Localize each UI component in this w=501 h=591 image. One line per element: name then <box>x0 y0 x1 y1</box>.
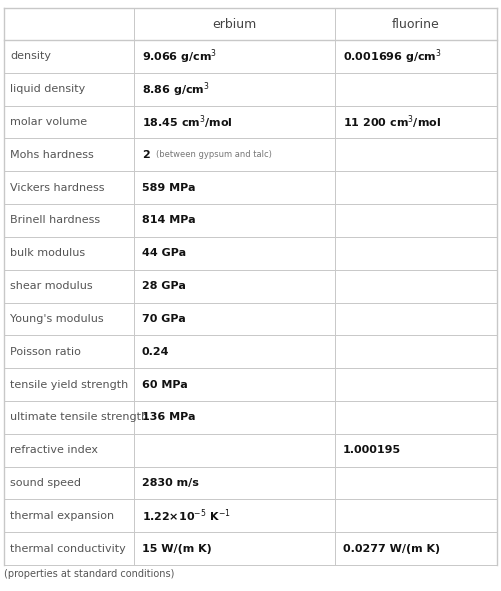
Text: Vickers hardness: Vickers hardness <box>10 183 105 193</box>
Text: 70 GPa: 70 GPa <box>142 314 186 324</box>
Text: liquid density: liquid density <box>10 85 85 94</box>
Text: 0.0277 W/(m K): 0.0277 W/(m K) <box>343 544 440 554</box>
Text: ultimate tensile strength: ultimate tensile strength <box>10 413 148 423</box>
Text: 15 W/(m K): 15 W/(m K) <box>142 544 212 554</box>
Text: 136 MPa: 136 MPa <box>142 413 195 423</box>
Text: 0.24: 0.24 <box>142 347 169 357</box>
Text: Mohs hardness: Mohs hardness <box>10 150 94 160</box>
Text: thermal conductivity: thermal conductivity <box>10 544 126 554</box>
Text: 0.001696 g/cm$^3$: 0.001696 g/cm$^3$ <box>343 47 442 66</box>
Text: (between gypsum and talc): (between gypsum and talc) <box>156 150 272 160</box>
Text: thermal expansion: thermal expansion <box>10 511 114 521</box>
Text: erbium: erbium <box>212 18 257 31</box>
Text: 11 200 cm$^3$/mol: 11 200 cm$^3$/mol <box>343 113 441 131</box>
Text: molar volume: molar volume <box>10 117 87 127</box>
Text: Poisson ratio: Poisson ratio <box>10 347 81 357</box>
Text: 1.000195: 1.000195 <box>343 445 401 455</box>
Text: shear modulus: shear modulus <box>10 281 93 291</box>
Text: fluorine: fluorine <box>392 18 440 31</box>
Text: bulk modulus: bulk modulus <box>10 248 85 258</box>
Text: tensile yield strength: tensile yield strength <box>10 379 128 389</box>
Text: 814 MPa: 814 MPa <box>142 216 195 226</box>
Text: 1.22×10$^{-5}$ K$^{-1}$: 1.22×10$^{-5}$ K$^{-1}$ <box>142 508 231 524</box>
Text: refractive index: refractive index <box>10 445 98 455</box>
Text: 2: 2 <box>142 150 150 160</box>
Text: 589 MPa: 589 MPa <box>142 183 195 193</box>
Text: sound speed: sound speed <box>10 478 81 488</box>
Text: 9.066 g/cm$^3$: 9.066 g/cm$^3$ <box>142 47 217 66</box>
Text: (properties at standard conditions): (properties at standard conditions) <box>4 569 174 579</box>
Text: 28 GPa: 28 GPa <box>142 281 186 291</box>
Text: 60 MPa: 60 MPa <box>142 379 188 389</box>
Text: Young's modulus: Young's modulus <box>10 314 104 324</box>
Text: 8.86 g/cm$^3$: 8.86 g/cm$^3$ <box>142 80 209 99</box>
Text: 18.45 cm$^3$/mol: 18.45 cm$^3$/mol <box>142 113 233 131</box>
Text: 2830 m/s: 2830 m/s <box>142 478 199 488</box>
Text: density: density <box>10 51 51 61</box>
Text: Brinell hardness: Brinell hardness <box>10 216 100 226</box>
Text: 44 GPa: 44 GPa <box>142 248 186 258</box>
